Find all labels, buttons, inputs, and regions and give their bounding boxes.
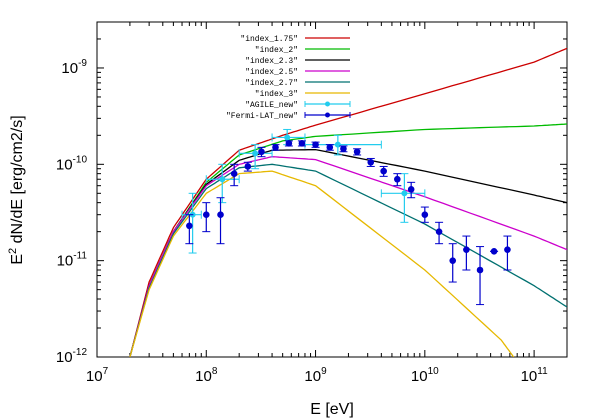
fermi-point-2 xyxy=(217,211,224,218)
legend-label-6: "AGILE_new" xyxy=(245,101,298,110)
model-curves xyxy=(129,47,567,357)
agile-data xyxy=(181,128,426,254)
fermi-point-8 xyxy=(298,140,306,147)
legend-marker-6 xyxy=(325,101,330,107)
x-tick-exp: 10 xyxy=(428,366,440,377)
x-axis-label: E [eV] xyxy=(310,401,354,418)
fermi-point-11 xyxy=(340,145,347,153)
legend-label-7: "Fermi-LAT_new" xyxy=(226,112,298,121)
fermi-data xyxy=(185,140,512,306)
legend-label-2: "index_2.3" xyxy=(245,57,298,66)
series-line-1 xyxy=(129,123,567,357)
y-tick-base: 10 xyxy=(57,253,74,270)
fermi-point-5 xyxy=(258,148,265,156)
fermi-point-4 xyxy=(244,163,252,170)
agile-point-3 xyxy=(284,134,291,141)
fermi-point-23 xyxy=(504,246,511,253)
y-tick-label: 10-11 xyxy=(57,251,88,270)
x-tick-base: 10 xyxy=(521,368,538,385)
legend: "index_1.75" "index_2" "index_2.3" "index_2… xyxy=(226,35,351,121)
y-axis-label: E2 dN/dE [erg/cm2/s] xyxy=(7,115,26,264)
fermi-point-12 xyxy=(353,148,361,156)
y-tick-exp: -9 xyxy=(78,58,87,69)
y-tick-exp: -11 xyxy=(73,251,87,262)
x-tick-base: 10 xyxy=(86,368,103,385)
fermi-point-15 xyxy=(394,175,401,183)
fermi-point-21 xyxy=(476,266,484,274)
fermi-point-3 xyxy=(230,170,238,177)
x-tick-label: 1010 xyxy=(411,366,439,385)
plot-frame xyxy=(96,21,568,358)
y-tick-exp: -12 xyxy=(73,347,88,358)
legend-label-0: "index_1.75" xyxy=(240,35,298,44)
y-tick-exp: -10 xyxy=(73,154,88,165)
axis-ticks xyxy=(96,22,568,358)
x-tick-exp: 9 xyxy=(321,366,327,377)
y-tick-base: 10 xyxy=(61,60,78,77)
series-line-0 xyxy=(129,47,567,357)
fermi-point-19 xyxy=(449,257,457,264)
legend-label-5: "index_3" xyxy=(255,90,298,99)
fermi-point-9 xyxy=(312,141,319,148)
fermi-point-18 xyxy=(435,228,443,235)
x-tick-exp: 8 xyxy=(212,366,218,377)
x-tick-label: 109 xyxy=(304,366,327,385)
agile-point-2 xyxy=(252,150,259,157)
x-tick-label: 107 xyxy=(86,366,109,385)
series-line-5 xyxy=(129,170,515,357)
fermi-point-13 xyxy=(367,158,375,166)
y-tick-label: 10-12 xyxy=(56,347,88,366)
x-tick-label: 108 xyxy=(195,366,218,385)
agile-point-1 xyxy=(219,176,226,183)
x-tick-exp: 11 xyxy=(537,366,548,377)
fermi-point-16 xyxy=(407,186,415,193)
x-tick-label: 1011 xyxy=(521,366,549,385)
fermi-point-7 xyxy=(285,140,293,147)
x-tick-exp: 7 xyxy=(103,366,109,377)
y-tick-label: 10-9 xyxy=(61,58,87,77)
fermi-point-20 xyxy=(463,246,470,253)
legend-label-1: "index_2" xyxy=(255,46,298,55)
legend-label-4: "index_2.7" xyxy=(245,79,298,88)
legend-marker-7 xyxy=(325,112,330,118)
x-tick-base: 10 xyxy=(411,368,428,385)
fermi-point-22 xyxy=(490,248,498,255)
fermi-point-14 xyxy=(380,167,387,175)
agile-point-4 xyxy=(334,141,341,148)
fermi-point-1 xyxy=(202,211,210,218)
fermi-point-0 xyxy=(186,222,193,230)
fermi-point-6 xyxy=(272,144,279,151)
x-tick-base: 10 xyxy=(304,368,321,385)
legend-label-3: "index_2.5" xyxy=(245,68,298,77)
agile-point-5 xyxy=(401,190,408,197)
y-tick-label: 10-10 xyxy=(56,154,88,173)
fermi-point-17 xyxy=(421,211,429,218)
fermi-point-10 xyxy=(326,144,334,151)
x-tick-base: 10 xyxy=(195,368,212,385)
y-tick-base: 10 xyxy=(56,156,73,173)
y-tick-base: 10 xyxy=(56,349,73,366)
